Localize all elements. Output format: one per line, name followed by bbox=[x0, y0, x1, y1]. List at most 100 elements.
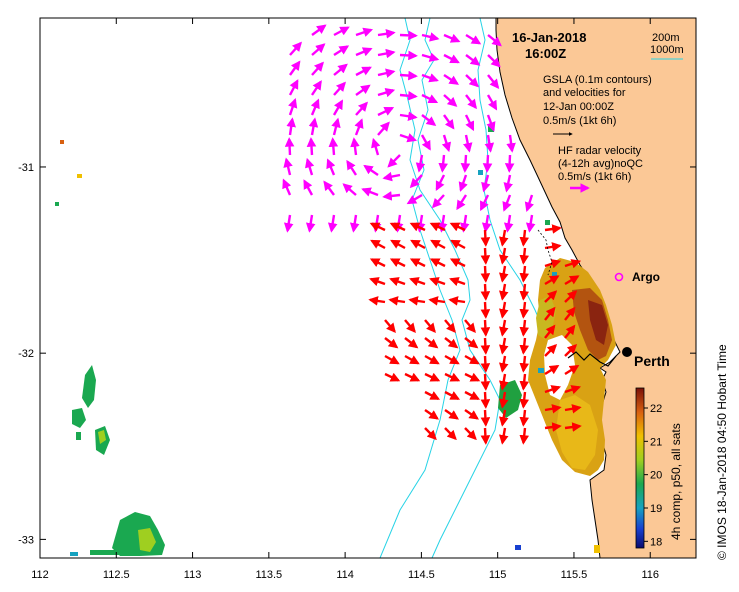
hf-arrow bbox=[399, 133, 418, 143]
hf-arrow bbox=[465, 33, 482, 45]
colorbar: 22 21 20 19 18 4h comp, p50, all sats bbox=[635, 387, 683, 549]
gsla-arrow bbox=[389, 258, 406, 268]
gsla-arrow bbox=[464, 337, 479, 349]
gsla-arrow bbox=[499, 391, 509, 409]
hf-arrow bbox=[421, 114, 437, 126]
hf-legend-line1: HF radar velocity bbox=[558, 145, 642, 157]
hf-arrow bbox=[323, 180, 335, 196]
hf-arrow bbox=[349, 214, 360, 233]
x-tick-label: 114 bbox=[336, 569, 354, 581]
gsla-arrow bbox=[389, 222, 406, 232]
gsla-arrow bbox=[544, 404, 562, 414]
gsla-arrow bbox=[499, 265, 509, 283]
gsla-arrow bbox=[369, 258, 386, 268]
plot-frame bbox=[39, 17, 697, 559]
gsla-arrow bbox=[480, 427, 491, 445]
gsla-arrow bbox=[519, 319, 529, 337]
colorbar-label: 4h comp, p50, all sats bbox=[669, 423, 683, 540]
hf-arrow bbox=[441, 134, 452, 153]
hf-arrow bbox=[503, 174, 513, 193]
hf-arrow bbox=[421, 93, 439, 104]
hf-arrow bbox=[438, 154, 448, 173]
hf-arrow bbox=[420, 134, 431, 151]
gsla-arrow bbox=[384, 354, 400, 365]
gsla-arrow bbox=[499, 247, 509, 265]
gsla-arrow bbox=[480, 391, 491, 409]
gsla-arrow bbox=[499, 427, 509, 445]
gsla-arrow bbox=[564, 324, 576, 339]
x-tick-label: 113 bbox=[184, 569, 202, 581]
hf-arrow bbox=[363, 164, 379, 176]
hf-arrow bbox=[406, 193, 423, 205]
hf-arrow bbox=[333, 63, 348, 76]
x-tick-label: 116 bbox=[641, 569, 659, 581]
gsla-arrow bbox=[384, 337, 399, 349]
gsla-arrow bbox=[564, 259, 582, 269]
hf-arrow bbox=[346, 159, 358, 176]
gsla-arrow bbox=[444, 427, 457, 441]
hf-arrow bbox=[282, 178, 292, 196]
gsla-legend-scale: 0.5m/s (1kt 6h) bbox=[543, 115, 616, 127]
credit-text: © IMOS 18-Jan-2018 04:50 Hobart Time bbox=[715, 344, 729, 560]
hf-arrow bbox=[382, 171, 401, 182]
gsla-arrow bbox=[519, 337, 529, 355]
hf-arrow bbox=[305, 157, 315, 176]
gsla-legend-line3: 12-Jan 00:00Z bbox=[543, 101, 614, 113]
hf-arrow bbox=[377, 68, 396, 78]
hf-arrow bbox=[431, 194, 445, 209]
gsla-arrow bbox=[429, 277, 446, 287]
gsla-arrow bbox=[424, 354, 440, 365]
gsla-arrow bbox=[464, 427, 477, 441]
gsla-arrow bbox=[409, 258, 426, 268]
hf-arrow bbox=[421, 73, 439, 83]
gsla-arrow bbox=[464, 409, 479, 420]
gsla-arrow bbox=[450, 239, 466, 250]
colorbar-tick-label: 19 bbox=[650, 503, 662, 515]
gsla-arrow bbox=[480, 301, 491, 319]
hf-arrow bbox=[459, 214, 470, 233]
gsla-arrow bbox=[404, 354, 420, 365]
hf-arrow bbox=[350, 137, 360, 156]
hf-arrow bbox=[409, 174, 423, 189]
argo-marker: Argo bbox=[614, 270, 660, 284]
gsla-arrow bbox=[428, 296, 446, 306]
gsla-arrow bbox=[544, 385, 562, 395]
gsla-arrow bbox=[544, 344, 558, 357]
gsla-arrow bbox=[564, 404, 582, 414]
hf-arrow bbox=[464, 114, 475, 132]
hf-arrow bbox=[286, 117, 296, 136]
hf-arrow bbox=[463, 134, 473, 153]
x-tick-label: 114.5 bbox=[408, 569, 435, 581]
hf-arrow bbox=[331, 117, 341, 136]
bathy-legend-200m: 200m bbox=[652, 32, 680, 44]
hf-arrow bbox=[355, 47, 373, 57]
gsla-arrow bbox=[564, 290, 578, 303]
gsla-arrow bbox=[499, 319, 509, 337]
gsla-arrow bbox=[390, 239, 406, 250]
hf-arrow bbox=[382, 191, 401, 201]
glider-track bbox=[537, 229, 553, 276]
gsla-arrow bbox=[404, 372, 421, 382]
hf-arrow bbox=[456, 194, 468, 211]
gsla-arrow bbox=[519, 283, 529, 301]
colorbar-gradient bbox=[635, 387, 645, 549]
gsla-arrow bbox=[480, 373, 491, 391]
hf-arrow bbox=[481, 174, 491, 193]
colorbar-tick-label: 20 bbox=[650, 470, 662, 482]
gsla-arrow bbox=[564, 385, 582, 395]
y-tick-label: -31 bbox=[18, 162, 34, 174]
hf-arrow bbox=[421, 32, 440, 42]
gsla-arrow bbox=[444, 337, 459, 349]
contour-200m bbox=[399, 17, 501, 559]
hf-arrow bbox=[435, 174, 446, 192]
hf-arrow bbox=[326, 158, 336, 176]
colorbar-tick-label: 21 bbox=[650, 436, 662, 448]
gsla-arrow bbox=[424, 409, 439, 420]
gsla-arrow bbox=[480, 337, 491, 355]
gsla-velocity-arrows bbox=[368, 222, 582, 445]
gsla-arrow bbox=[480, 229, 491, 247]
gsla-arrow bbox=[464, 319, 476, 333]
gsla-arrow bbox=[519, 373, 529, 391]
gsla-arrow bbox=[519, 355, 529, 373]
